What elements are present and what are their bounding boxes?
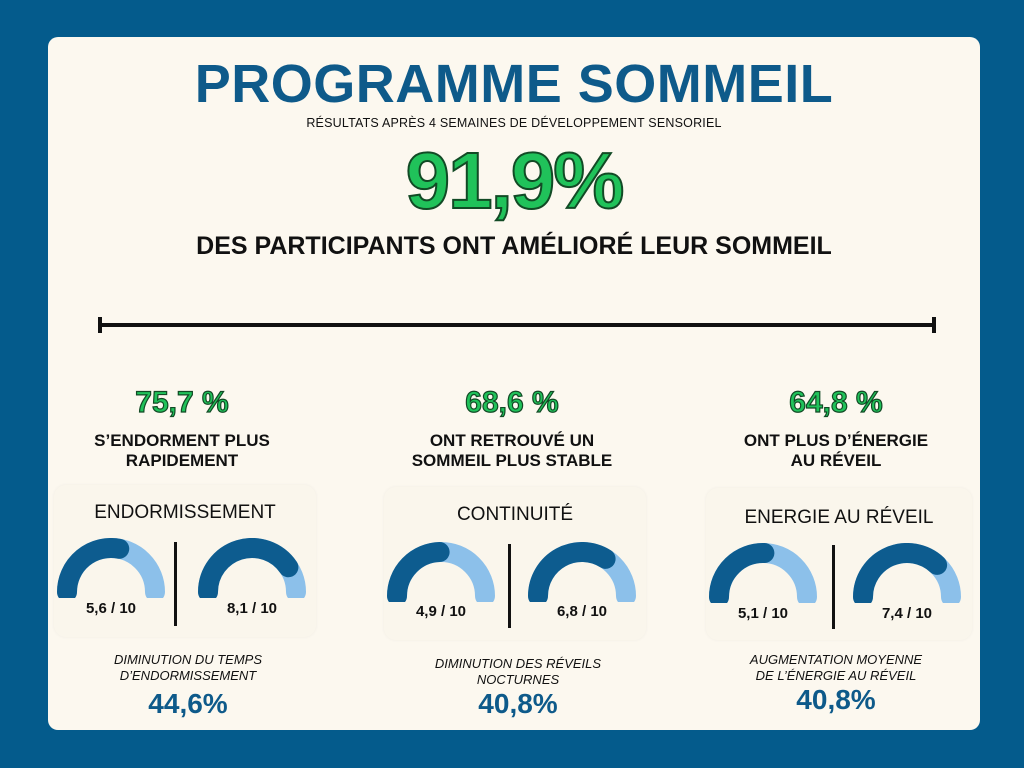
stat-description-line: RAPIDEMENT xyxy=(125,451,239,470)
stat-percent: 64,8 % xyxy=(789,385,884,419)
gauge-fill xyxy=(709,543,775,603)
stat-percent: 68,6 % xyxy=(465,385,560,419)
score-panel: ENDORMISSEMENT 5,6 / 10 8,1 / 10 xyxy=(54,485,316,637)
score-panel: CONTINUITÉ 4,9 / 10 6,8 / 10 xyxy=(384,487,646,640)
gauge-fill xyxy=(853,543,948,603)
gauge-divider xyxy=(174,542,177,626)
score-after: 8,1 / 10 xyxy=(226,600,278,617)
score-before: 5,6 / 10 xyxy=(85,600,137,617)
hero-value: 91,9% xyxy=(405,135,626,226)
change-value: 44,6% xyxy=(148,688,228,719)
stat-description-line: ONT PLUS D’ÉNERGIE xyxy=(743,431,929,450)
stat-description: ONT RETROUVÉ UN SOMMEIL PLUS STABLE xyxy=(378,431,646,471)
gauge-after xyxy=(528,542,636,602)
panel-title: CONTINUITÉ xyxy=(456,504,574,525)
stat-description: ONT PLUS D’ÉNERGIE AU RÉVEIL xyxy=(700,431,972,471)
stat-description: S’ENDORMENT PLUS RAPIDEMENT xyxy=(48,431,316,471)
change-note-line: DIMINUTION DU TEMPS xyxy=(113,652,263,667)
stat-description-line: ONT RETROUVÉ UN xyxy=(429,431,595,450)
change-note: AUGMENTATION MOYENNE DE L’ÉNERGIE AU RÉV… xyxy=(700,652,972,684)
gauge-before xyxy=(709,543,817,603)
infographic-card: PROGRAMME SOMMEIL RÉSULTATS APRÈS 4 SEMA… xyxy=(48,37,980,730)
score-after: 6,8 / 10 xyxy=(556,603,608,620)
panel-title: ENDORMISSEMENT xyxy=(94,502,276,523)
stat-column-continuity: 68,6 % ONT RETROUVÉ UN SOMMEIL PLUS STAB… xyxy=(378,377,646,727)
stat-description-line: AU RÉVEIL xyxy=(790,451,882,470)
stat-column-energy: 64,8 % ONT PLUS D’ÉNERGIE AU RÉVEIL ENER… xyxy=(700,377,972,727)
gauge-fill xyxy=(528,542,616,602)
score-before: 5,1 / 10 xyxy=(737,605,789,622)
stat-description-line: SOMMEIL PLUS STABLE xyxy=(411,451,613,470)
stat-percent: 75,7 % xyxy=(135,385,230,419)
gauge-fill xyxy=(57,538,130,598)
panel-title: ENERGIE AU RÉVEIL xyxy=(744,507,934,528)
change-note-line: DIMINUTION DES RÉVEILS xyxy=(434,656,602,671)
gauge-after xyxy=(198,538,306,598)
gauge-divider xyxy=(508,544,511,628)
change-note-line: D’ENDORMISSEMENT xyxy=(119,668,257,683)
gauge-before xyxy=(57,538,165,598)
stat-column-sleep-onset: 75,7 % S’ENDORMENT PLUS RAPIDEMENT ENDOR… xyxy=(48,377,316,727)
gauge-after xyxy=(853,543,961,603)
gauge-fill xyxy=(387,542,450,602)
change-note-line: DE L’ÉNERGIE AU RÉVEIL xyxy=(755,668,917,683)
page-title: PROGRAMME SOMMEIL xyxy=(194,54,834,114)
change-note: DIMINUTION DU TEMPS D’ENDORMISSEMENT xyxy=(48,652,316,684)
timeline-divider xyxy=(98,317,936,333)
hero-caption: DES PARTICIPANTS ONT AMÉLIORÉ LEUR SOMME… xyxy=(196,232,832,260)
gauge-fill xyxy=(198,538,299,598)
change-value: 40,8% xyxy=(478,688,558,719)
subtitle: RÉSULTATS APRÈS 4 SEMAINES DE DÉVELOPPEM… xyxy=(306,116,722,130)
gauge-divider xyxy=(832,545,835,629)
change-note-line: AUGMENTATION MOYENNE xyxy=(749,652,923,667)
score-before: 4,9 / 10 xyxy=(415,603,467,620)
stat-description-line: S’ENDORMENT PLUS xyxy=(94,431,270,450)
change-value: 40,8% xyxy=(796,684,876,715)
score-panel: ENERGIE AU RÉVEIL 5,1 / 10 7,4 / 10 xyxy=(706,488,972,640)
score-after: 7,4 / 10 xyxy=(881,605,933,622)
change-note-line: NOCTURNES xyxy=(476,672,560,687)
gauge-before xyxy=(387,542,495,602)
change-note: DIMINUTION DES RÉVEILS NOCTURNES xyxy=(378,656,646,688)
